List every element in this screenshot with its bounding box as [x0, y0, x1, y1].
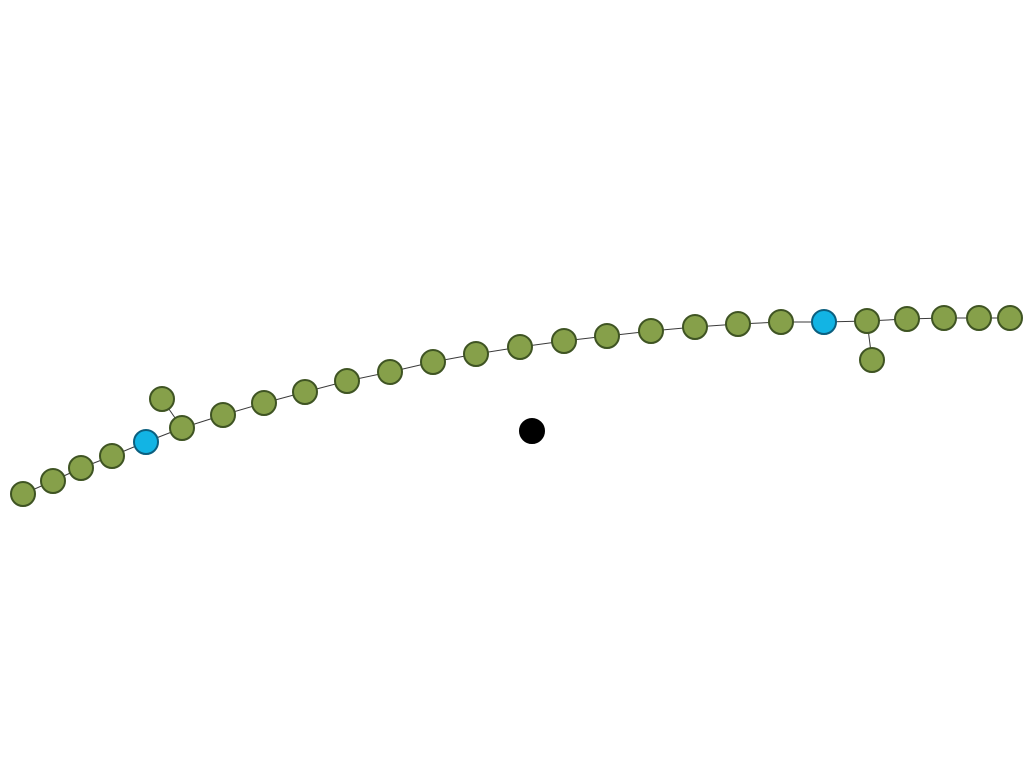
node-green-n12: [420, 349, 446, 375]
node-green-n26: [997, 305, 1023, 331]
node-green-n24: [931, 305, 957, 331]
node-green-n19: [725, 311, 751, 337]
node-green-n20: [768, 309, 794, 335]
node-green-n18: [682, 314, 708, 340]
nodes-layer: [10, 305, 1023, 507]
node-green-n22: [854, 308, 880, 334]
node-green-n02: [40, 468, 66, 494]
node-blue-n21: [811, 309, 837, 335]
node-green-b2: [859, 347, 885, 373]
node-green-n13: [463, 341, 489, 367]
node-green-n09: [292, 379, 318, 405]
node-green-n23: [894, 306, 920, 332]
node-green-n11: [377, 359, 403, 385]
node-green-n01: [10, 481, 36, 507]
node-green-n15: [551, 328, 577, 354]
node-green-n08: [251, 390, 277, 416]
node-blue-n05: [133, 429, 159, 455]
node-green-n25: [966, 305, 992, 331]
node-green-n07: [210, 402, 236, 428]
node-green-b1: [149, 386, 175, 412]
node-green-n03: [68, 455, 94, 481]
node-green-n14: [507, 334, 533, 360]
node-green-n17: [638, 318, 664, 344]
node-black-iso: [519, 418, 545, 444]
node-green-n04: [99, 443, 125, 469]
node-green-n06: [169, 415, 195, 441]
node-green-n10: [334, 368, 360, 394]
node-green-n16: [594, 323, 620, 349]
